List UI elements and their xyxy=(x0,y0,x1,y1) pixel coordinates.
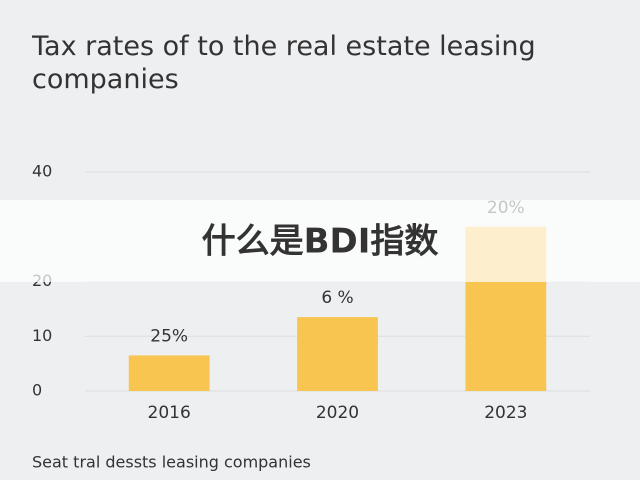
overlay-text: 什么是BDI指数 xyxy=(202,222,439,262)
overlay-band xyxy=(0,200,640,282)
footnote: Seat tral dessts leasing companies xyxy=(32,453,311,472)
chart-title: Tax rates of to the real estate leasing … xyxy=(32,31,536,95)
y-tick-label: 10 xyxy=(32,326,52,345)
x-tick-label: 2023 xyxy=(484,403,527,423)
x-tick-label: 2020 xyxy=(316,403,359,423)
y-tick-label: 40 xyxy=(32,162,52,181)
bar xyxy=(297,317,378,391)
title-box: Tax rates of to the real estate leasing … xyxy=(32,31,536,95)
bar-annotation: 25% xyxy=(150,326,188,346)
bar-annotation: 6 % xyxy=(321,288,353,308)
bar xyxy=(128,355,210,391)
y-tick-label: 0 xyxy=(32,381,42,400)
x-tick-label: 2016 xyxy=(148,403,191,423)
